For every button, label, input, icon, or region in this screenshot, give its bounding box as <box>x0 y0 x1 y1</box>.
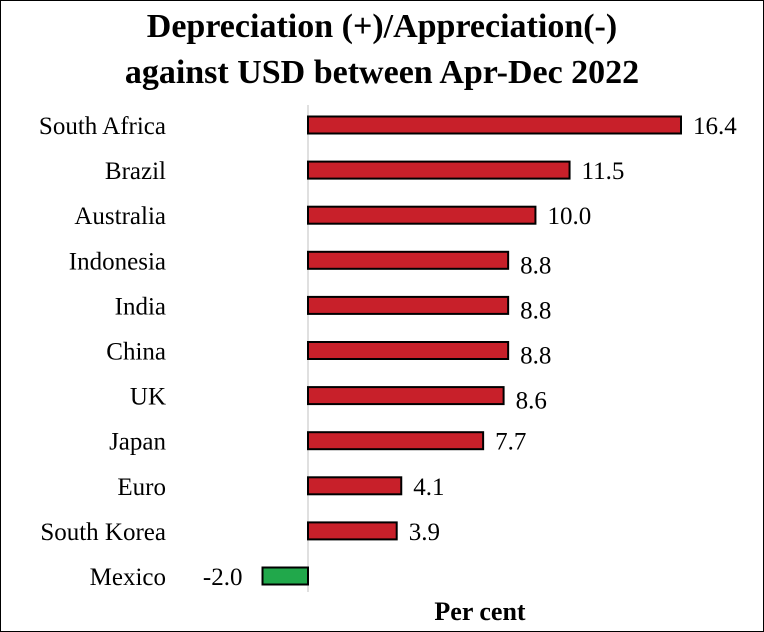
category-label: Australia <box>74 203 166 230</box>
data-label: 8.8 <box>520 343 551 370</box>
data-label: 16.4 <box>693 113 737 140</box>
category-label: UK <box>130 384 166 411</box>
category-label: Euro <box>117 474 166 501</box>
data-label: 10.0 <box>547 203 591 230</box>
bar-china <box>307 341 510 360</box>
data-label: 8.6 <box>516 388 547 415</box>
data-label: 4.1 <box>413 474 444 501</box>
bar-mexico <box>261 566 310 586</box>
x-axis-title: Per cent <box>434 597 526 626</box>
category-label: India <box>115 293 166 320</box>
bar-brazil <box>307 160 571 180</box>
category-label: South Korea <box>40 519 166 546</box>
chart-title: Depreciation (+)/Appreciation(-) against… <box>0 4 764 96</box>
data-label: 11.5 <box>582 158 625 185</box>
bar-indonesia <box>307 250 510 270</box>
category-label: South Africa <box>39 113 166 140</box>
data-label: 7.7 <box>495 429 526 456</box>
bar-euro <box>307 476 403 496</box>
category-label: Mexico <box>90 564 166 591</box>
data-label: 8.8 <box>520 297 551 324</box>
bar-south-korea <box>307 521 398 541</box>
bar-japan <box>307 431 485 451</box>
chart-title-line-1: Depreciation (+)/Appreciation(-) <box>146 8 618 45</box>
data-label: -2.0 <box>203 564 243 591</box>
bar-uk <box>307 386 505 406</box>
category-label: China <box>106 339 166 366</box>
category-label: Japan <box>109 429 166 456</box>
chart-title-line-2: against USD between Apr-Dec 2022 <box>124 54 640 91</box>
bar-australia <box>307 205 537 225</box>
data-label: 8.8 <box>520 252 551 279</box>
bar-india <box>307 295 510 315</box>
category-label: Indonesia <box>69 248 166 275</box>
data-label: 3.9 <box>409 519 440 546</box>
bar-south-africa <box>307 115 682 135</box>
category-label: Brazil <box>105 158 166 185</box>
